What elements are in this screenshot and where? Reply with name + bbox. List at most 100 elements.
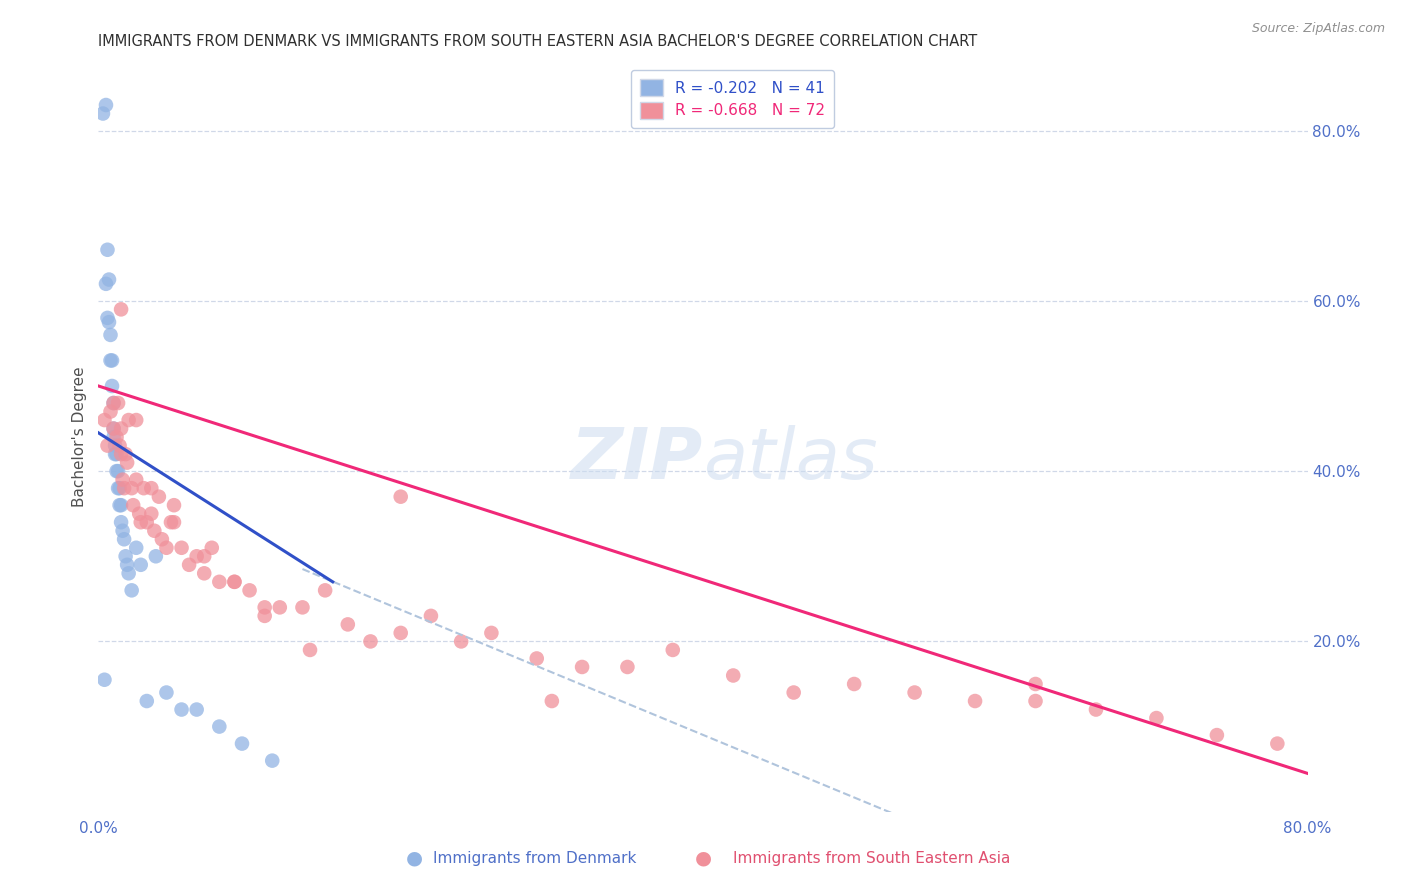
Text: IMMIGRANTS FROM DENMARK VS IMMIGRANTS FROM SOUTH EASTERN ASIA BACHELOR'S DEGREE : IMMIGRANTS FROM DENMARK VS IMMIGRANTS FR… — [98, 34, 977, 49]
Point — [107, 396, 129, 410]
Point — [481, 626, 503, 640]
Point — [110, 498, 132, 512]
Point — [193, 549, 215, 564]
Point — [616, 660, 638, 674]
Legend: R = -0.202   N = 41, R = -0.668   N = 72: R = -0.202 N = 41, R = -0.668 N = 72 — [631, 70, 834, 128]
Point — [1206, 728, 1229, 742]
Point — [143, 524, 166, 538]
Point — [96, 310, 118, 325]
Point — [111, 473, 134, 487]
Point — [262, 754, 284, 768]
Text: Source: ZipAtlas.com: Source: ZipAtlas.com — [1251, 22, 1385, 36]
Point — [108, 439, 131, 453]
Point — [121, 583, 143, 598]
Point — [135, 515, 157, 529]
Point — [100, 404, 122, 418]
Point — [128, 507, 150, 521]
Point — [129, 558, 152, 572]
Point — [104, 447, 127, 461]
Point — [98, 315, 121, 329]
Point — [253, 608, 276, 623]
Point — [145, 549, 167, 564]
Text: ●: ● — [406, 848, 423, 868]
Point — [1024, 677, 1046, 691]
Point — [239, 583, 262, 598]
Point — [91, 106, 114, 120]
Point — [904, 685, 927, 699]
Point — [100, 353, 122, 368]
Point — [110, 515, 132, 529]
Point — [723, 668, 745, 682]
Point — [101, 353, 124, 368]
Point — [132, 481, 155, 495]
Y-axis label: Bachelor's Degree: Bachelor's Degree — [72, 367, 87, 508]
Point — [114, 549, 136, 564]
Point — [420, 608, 443, 623]
Point — [118, 566, 141, 581]
Point — [101, 379, 124, 393]
Point — [122, 498, 145, 512]
Point — [201, 541, 224, 555]
Point — [94, 277, 117, 291]
Point — [179, 558, 201, 572]
Point — [193, 566, 215, 581]
Point — [108, 498, 131, 512]
Point — [125, 473, 148, 487]
Point — [114, 447, 136, 461]
Point — [844, 677, 866, 691]
Point — [103, 421, 125, 435]
Point — [170, 541, 193, 555]
Point — [1024, 694, 1046, 708]
Point — [1144, 711, 1167, 725]
Point — [110, 447, 132, 461]
Point — [269, 600, 291, 615]
Point — [125, 413, 148, 427]
Text: Immigrants from South Eastern Asia: Immigrants from South Eastern Asia — [733, 851, 1011, 865]
Point — [170, 702, 193, 716]
Point — [1267, 737, 1289, 751]
Point — [93, 413, 115, 427]
Point — [450, 634, 472, 648]
Point — [141, 481, 163, 495]
Point — [112, 533, 135, 547]
Point — [360, 634, 382, 648]
Point — [105, 430, 128, 444]
Point — [160, 515, 183, 529]
Point — [186, 702, 208, 716]
Point — [112, 481, 135, 495]
Point — [291, 600, 314, 615]
Point — [571, 660, 593, 674]
Point — [224, 574, 246, 589]
Point — [111, 524, 134, 538]
Point — [186, 549, 208, 564]
Point — [224, 574, 246, 589]
Point — [103, 430, 125, 444]
Text: ZIP: ZIP — [571, 425, 703, 494]
Point — [299, 643, 322, 657]
Point — [163, 498, 186, 512]
Point — [110, 302, 132, 317]
Point — [110, 421, 132, 435]
Point — [526, 651, 548, 665]
Point — [103, 396, 125, 410]
Point — [253, 600, 276, 615]
Point — [208, 720, 231, 734]
Point — [93, 673, 115, 687]
Point — [231, 737, 253, 751]
Point — [135, 694, 157, 708]
Text: Immigrants from Denmark: Immigrants from Denmark — [433, 851, 636, 865]
Point — [108, 481, 131, 495]
Point — [100, 327, 122, 342]
Point — [94, 98, 117, 112]
Point — [96, 439, 118, 453]
Point — [129, 515, 152, 529]
Point — [208, 574, 231, 589]
Point — [125, 541, 148, 555]
Point — [336, 617, 359, 632]
Point — [104, 439, 127, 453]
Point — [314, 583, 336, 598]
Point — [389, 490, 412, 504]
Point — [389, 626, 412, 640]
Point — [540, 694, 562, 708]
Point — [98, 272, 121, 286]
